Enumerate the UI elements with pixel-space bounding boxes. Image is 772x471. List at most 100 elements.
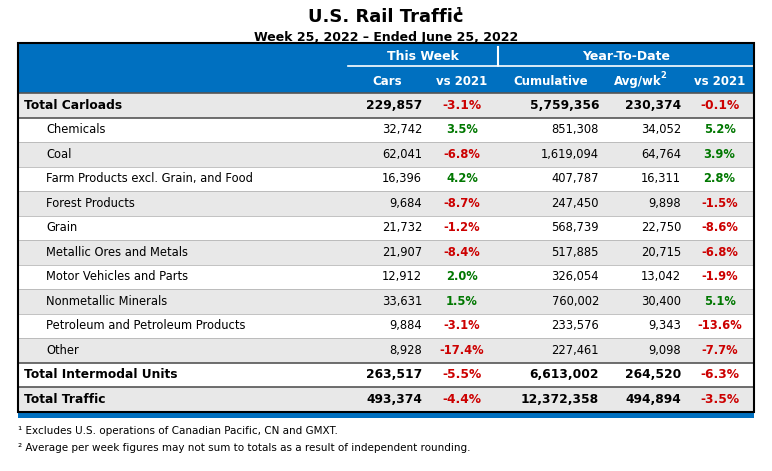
- Text: 494,894: 494,894: [625, 393, 681, 406]
- Bar: [18, 142, 754, 167]
- Text: 3.9%: 3.9%: [703, 148, 736, 161]
- Text: -13.6%: -13.6%: [697, 319, 742, 332]
- Text: 20,715: 20,715: [641, 246, 681, 259]
- Text: 230,374: 230,374: [625, 99, 681, 112]
- Text: Week 25, 2022 – Ended June 25, 2022: Week 25, 2022 – Ended June 25, 2022: [254, 31, 518, 44]
- Text: Coal: Coal: [46, 148, 71, 161]
- Text: Other: Other: [46, 344, 79, 357]
- Text: 2.0%: 2.0%: [446, 270, 478, 283]
- Text: -6.8%: -6.8%: [701, 246, 738, 259]
- Text: Avg/wk: Avg/wk: [615, 75, 662, 88]
- Text: 326,054: 326,054: [551, 270, 599, 283]
- Bar: [18, 314, 754, 338]
- Text: -7.7%: -7.7%: [701, 344, 738, 357]
- Text: 33,631: 33,631: [381, 295, 422, 308]
- Text: This Week: This Week: [387, 50, 459, 63]
- Bar: [18, 240, 754, 265]
- Text: 5.1%: 5.1%: [703, 295, 736, 308]
- Text: 8,928: 8,928: [389, 344, 422, 357]
- Text: 5.2%: 5.2%: [703, 123, 736, 136]
- Text: Cumulative: Cumulative: [513, 75, 587, 88]
- Text: -8.7%: -8.7%: [444, 197, 480, 210]
- Bar: [18, 289, 754, 314]
- Text: 16,311: 16,311: [641, 172, 681, 185]
- Text: 3.5%: 3.5%: [446, 123, 478, 136]
- Text: -5.5%: -5.5%: [442, 368, 482, 381]
- Text: Farm Products excl. Grain, and Food: Farm Products excl. Grain, and Food: [46, 172, 253, 185]
- Text: 9,684: 9,684: [389, 197, 422, 210]
- Text: 1: 1: [456, 7, 462, 17]
- Bar: [18, 167, 754, 191]
- Bar: [18, 265, 754, 289]
- Text: 2.8%: 2.8%: [703, 172, 736, 185]
- Text: vs 2021: vs 2021: [694, 75, 745, 88]
- Bar: [18, 216, 754, 240]
- Bar: [18, 412, 754, 417]
- Text: -1.9%: -1.9%: [701, 270, 738, 283]
- Text: Petroleum and Petroleum Products: Petroleum and Petroleum Products: [46, 319, 245, 332]
- Text: 16,396: 16,396: [382, 172, 422, 185]
- Text: 5,759,356: 5,759,356: [530, 99, 599, 112]
- Text: -1.5%: -1.5%: [701, 197, 738, 210]
- Text: 4.2%: 4.2%: [446, 172, 478, 185]
- Text: 32,742: 32,742: [381, 123, 422, 136]
- Text: 568,739: 568,739: [551, 221, 599, 234]
- Text: 233,576: 233,576: [551, 319, 599, 332]
- Bar: [18, 363, 754, 387]
- Text: Forest Products: Forest Products: [46, 197, 135, 210]
- Text: ¹ Excludes U.S. operations of Canadian Pacific, CN and GMXT.: ¹ Excludes U.S. operations of Canadian P…: [18, 425, 338, 436]
- Text: 1,619,094: 1,619,094: [541, 148, 599, 161]
- Text: 12,912: 12,912: [382, 270, 422, 283]
- Text: 22,750: 22,750: [641, 221, 681, 234]
- Text: ² Average per week figures may not sum to totals as a result of independent roun: ² Average per week figures may not sum t…: [18, 442, 470, 453]
- Text: Year-To-Date: Year-To-Date: [582, 50, 670, 63]
- Text: 229,857: 229,857: [366, 99, 422, 112]
- Bar: [18, 93, 754, 117]
- Text: 21,732: 21,732: [381, 221, 422, 234]
- Text: Total Carloads: Total Carloads: [24, 99, 122, 112]
- Text: 407,787: 407,787: [551, 172, 599, 185]
- Text: Chemicals: Chemicals: [46, 123, 106, 136]
- Text: Total Traffic: Total Traffic: [24, 393, 106, 406]
- Text: -0.1%: -0.1%: [700, 99, 739, 112]
- Text: -1.2%: -1.2%: [444, 221, 480, 234]
- Bar: [18, 191, 754, 216]
- Text: 62,041: 62,041: [382, 148, 422, 161]
- Text: -3.1%: -3.1%: [442, 99, 482, 112]
- Text: Cars: Cars: [372, 75, 401, 88]
- Text: Nonmetallic Minerals: Nonmetallic Minerals: [46, 295, 168, 308]
- Text: 227,461: 227,461: [551, 344, 599, 357]
- Text: vs 2021: vs 2021: [436, 75, 488, 88]
- Text: Metallic Ores and Metals: Metallic Ores and Metals: [46, 246, 188, 259]
- Text: -8.4%: -8.4%: [444, 246, 480, 259]
- Text: 517,885: 517,885: [551, 246, 599, 259]
- Text: 264,520: 264,520: [625, 368, 681, 381]
- Text: -3.5%: -3.5%: [700, 393, 739, 406]
- Bar: [18, 43, 754, 412]
- Text: 13,042: 13,042: [641, 270, 681, 283]
- Text: -6.8%: -6.8%: [444, 148, 480, 161]
- Text: -17.4%: -17.4%: [440, 344, 484, 357]
- Text: -4.4%: -4.4%: [442, 393, 482, 406]
- Text: Motor Vehicles and Parts: Motor Vehicles and Parts: [46, 270, 188, 283]
- Bar: [18, 43, 754, 70]
- Text: 9,884: 9,884: [389, 319, 422, 332]
- Text: -8.6%: -8.6%: [701, 221, 738, 234]
- Text: U.S. Rail Traffic: U.S. Rail Traffic: [308, 8, 464, 26]
- Bar: [18, 70, 754, 93]
- Text: Grain: Grain: [46, 221, 77, 234]
- Text: 64,764: 64,764: [641, 148, 681, 161]
- Text: 9,098: 9,098: [648, 344, 681, 357]
- Text: 9,898: 9,898: [648, 197, 681, 210]
- Text: 247,450: 247,450: [551, 197, 599, 210]
- Text: 760,002: 760,002: [552, 295, 599, 308]
- Text: -6.3%: -6.3%: [700, 368, 739, 381]
- Text: 30,400: 30,400: [641, 295, 681, 308]
- Bar: [18, 387, 754, 412]
- Text: 6,613,002: 6,613,002: [530, 368, 599, 381]
- Text: 2: 2: [660, 71, 666, 80]
- Text: 851,308: 851,308: [552, 123, 599, 136]
- Bar: [18, 338, 754, 363]
- Bar: [18, 117, 754, 142]
- Text: 1.5%: 1.5%: [446, 295, 478, 308]
